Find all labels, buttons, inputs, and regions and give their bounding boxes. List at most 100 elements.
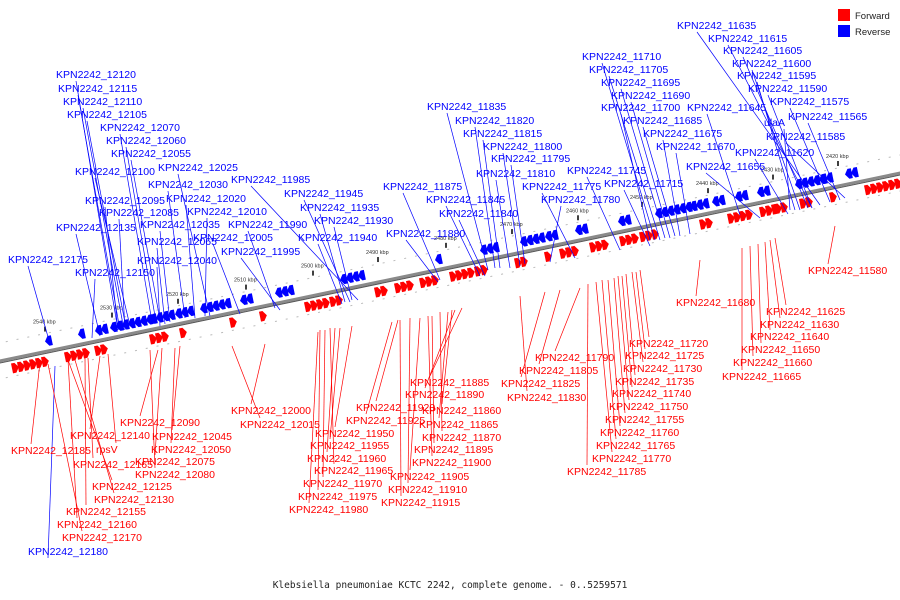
reverse-gene-label: KPN2242_11780 [541,194,620,206]
forward-gene-label: KPN2242_11760 [600,427,679,439]
reverse-leader-line [156,247,166,325]
forward-leader-line [87,357,94,459]
reverse-gene-label: KPN2242_12020 [166,193,246,205]
reverse-gene-label: KPN2242_12070 [100,122,180,134]
forward-leader-line [613,277,626,414]
reverse-gene-arrow [666,205,675,216]
forward-gene-label: KPN2242_11890 [405,389,484,401]
forward-leader-line [329,327,341,440]
reverse-gene-label: KPN2242_12115 [58,83,137,95]
reverse-gene-arrow [807,176,815,187]
reverse-gene-label: KPN2242_11990 [228,219,307,231]
forward-leader-line [519,295,528,392]
backbone-shadow [0,174,900,364]
reverse-gene-arrow [617,215,626,227]
forward-gene-arrow [773,203,782,215]
forward-leader-line [607,279,621,427]
forward-gene-arrow [309,300,318,311]
forward-leader-line [317,329,321,491]
forward-gene-label: KPN2242_12090 [120,417,200,429]
reverse-leader-line [495,179,511,269]
reverse-gene-label: KPN2242_12110 [63,96,142,108]
reverse-leader-line [807,122,841,201]
forward-leader-line [107,353,117,444]
forward-gene-arrow [869,183,878,194]
reverse-gene-arrow [122,319,130,330]
forward-gene-arrow [479,264,488,276]
reverse-gene-label: KPN2242_12025 [158,162,238,174]
forward-gene-label: KPN2242_11895 [414,444,493,456]
forward-gene-arrow [393,282,402,294]
reverse-gene-label: KPN2242_12065 [137,236,217,248]
forward-leader-line [334,325,353,428]
reverse-gene-label: KPN2242_11635 [677,20,756,32]
tick-label: 2460 kbp [566,208,589,214]
forward-gene-arrow [558,248,567,259]
reverse-gene-arrow [531,233,540,245]
reverse-gene-arrow [245,293,254,304]
forward-gene-arrow [405,280,414,291]
reverse-gene-arrow [574,224,583,236]
reverse-gene-arrow [358,269,366,281]
tick-label: 2440 kbp [696,181,719,187]
forward-gene-arrow [28,359,37,370]
reverse-leader-line [303,199,351,303]
forward-leader-line [329,327,335,465]
reverse-leader-line [601,62,656,241]
reverse-leader-line [82,107,125,331]
forward-gene-arrow [543,251,552,263]
tick-label: 2500 kbp [301,264,324,270]
forward-gene-arrow [863,184,872,196]
forward-leader-line [375,319,399,402]
forward-gene-label: KPN2242_12045 [152,431,232,443]
forward-gene-arrow [63,351,72,363]
reverse-gene-label: KPN2242_12135 [56,222,136,234]
reverse-leader-line [458,219,486,277]
reverse-gene-label: KPN2242_11710 [582,51,661,63]
reverse-leader-line [204,217,208,317]
forward-gene-label: KPN2242_11965 [314,465,393,477]
reverse-leader-line [319,213,346,303]
forward-gene-arrow [594,240,603,252]
forward-gene-arrow [519,256,528,268]
forward-leader-line [326,327,336,453]
forward-gene-arrow [726,213,735,224]
reverse-gene-label: KPN2242_11590 [748,83,827,95]
forward-gene-label: KPN2242_11770 [592,453,671,465]
reverse-leader-line [789,107,831,203]
forward-leader-line [438,311,449,419]
forward-gene-label: KPN2242_11865 [419,419,498,431]
reverse-leader-line [482,139,501,269]
forward-gene-label: KPN2242_11970 [303,478,382,490]
forward-leader-line [625,273,636,376]
forward-gene-label: KPN2242_11735 [615,376,694,388]
forward-gene-label: KPN2242_11630 [760,319,839,331]
label-leader-lines [27,31,846,559]
reverse-gene-label: KPN2242_11700 [601,102,680,114]
reverse-gene-arrow [695,199,704,210]
reverse-gene-label: KPN2242_11935 [300,202,379,214]
reverse-gene-label: KPN2242_11815 [463,128,542,140]
forward-leader-line [595,281,613,453]
reverse-gene-arrow [702,198,710,209]
reverse-leader-line [119,133,153,323]
reverse-gene-label: KPN2242_12085 [99,207,179,219]
forward-leader-line [67,359,78,519]
reverse-gene-label: KPN2242_12100 [75,166,155,178]
genome-backbone [0,154,900,380]
forward-gene-arrow [228,317,237,328]
forward-gene-arrow [887,179,896,191]
forward-leader-line [171,345,181,431]
reverse-gene-arrow [139,315,148,326]
forward-gene-arrow [321,297,330,309]
forward-gene-arrow [466,267,475,279]
forward-gene-arrow [81,348,90,359]
forward-gene-label: KPN2242_11905 [390,471,469,483]
reverse-gene-label: KPN2242_11670 [656,141,735,153]
tick-label: 2470 kbp [500,222,523,228]
reverse-gene-label: KPN2242_12010 [187,206,267,218]
tick-label: 2540 kbp [33,320,56,326]
reverse-gene-label: KPN2242_11875 [383,181,462,193]
tick-label: 2510 kbp [234,278,257,284]
